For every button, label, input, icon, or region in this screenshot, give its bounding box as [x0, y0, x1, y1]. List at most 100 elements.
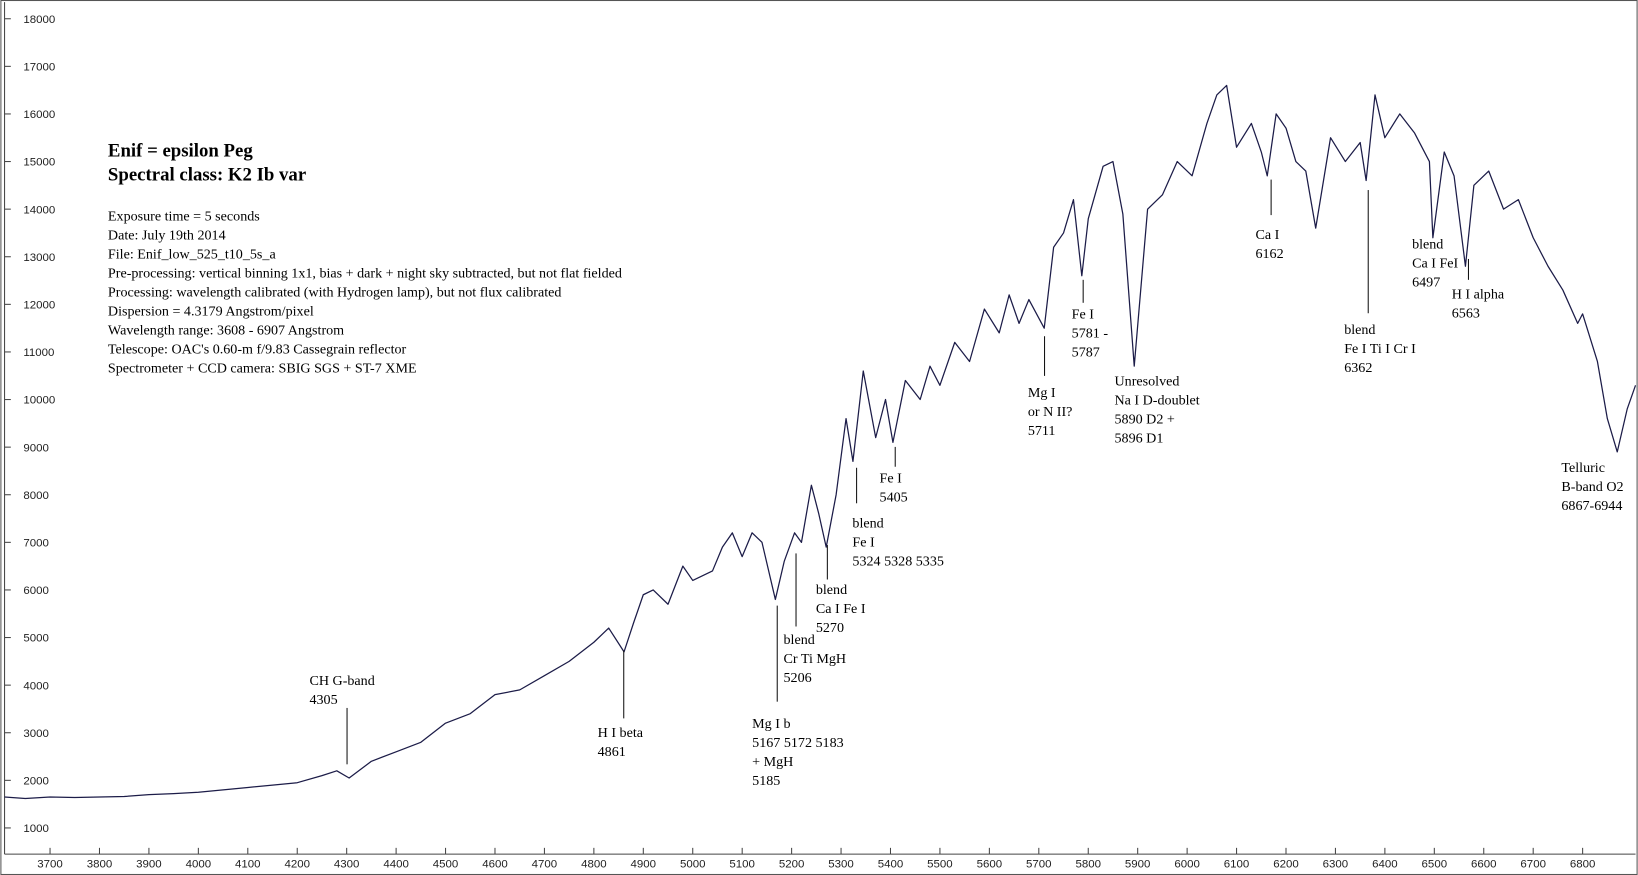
annotation: 5206	[783, 670, 811, 686]
y-tick-label: 4000	[23, 680, 49, 692]
note: Pre-processing: vertical binning 1x1, bi…	[108, 265, 622, 281]
annotation: blend	[816, 582, 847, 598]
annotation: 5787	[1072, 344, 1100, 360]
annotation: Ca I FeI	[1412, 256, 1458, 272]
annotation: 5781 -	[1072, 325, 1109, 341]
annotation: Ca I Fe I	[816, 601, 866, 617]
annotation: or N II?	[1028, 404, 1073, 420]
annotation: 5270	[816, 620, 844, 636]
x-tick-label: 6000	[1174, 859, 1200, 871]
y-tick-label: 16000	[23, 109, 55, 121]
annotation: 5896 D1	[1114, 430, 1163, 446]
x-tick-label: 6100	[1224, 859, 1250, 871]
y-tick-label: 2000	[23, 776, 49, 788]
annotation: Mg I b	[752, 716, 790, 732]
x-tick-label: 3900	[136, 859, 162, 871]
x-tick-label: 4000	[186, 859, 212, 871]
note: File: Enif_low_525_t10_5s_a	[108, 246, 277, 262]
x-tick-label: 3800	[87, 859, 113, 871]
annotation: 5167 5172 5183	[752, 735, 844, 751]
y-tick-label: 7000	[23, 538, 49, 550]
x-tick-label: 6400	[1372, 859, 1398, 871]
x-tick-label: 4600	[482, 859, 508, 871]
annotation: 4305	[309, 692, 337, 708]
annotation: Fe I	[1072, 306, 1095, 322]
note: Dispersion = 4.3179 Angstrom/pixel	[108, 303, 314, 319]
y-tick-label: 12000	[23, 300, 55, 312]
x-tick-label: 6700	[1520, 859, 1546, 871]
y-tick-label: 5000	[23, 633, 49, 645]
x-tick-label: 5800	[1075, 859, 1101, 871]
annotation: 6497	[1412, 275, 1440, 291]
x-tick-label: 6200	[1273, 859, 1299, 871]
annotation: 6162	[1255, 246, 1283, 262]
annotation: 6867-6944	[1561, 498, 1622, 514]
annotation: Unresolved	[1114, 373, 1179, 389]
spectrum-line	[4, 84, 1637, 800]
annotation: Na I D-doublet	[1114, 392, 1199, 408]
y-tick-label: 1000	[23, 823, 49, 835]
note: Exposure time = 5 seconds	[108, 208, 260, 224]
annotation: 4861	[598, 744, 626, 760]
x-tick-label: 5300	[828, 859, 854, 871]
x-tick-label: 5200	[779, 859, 805, 871]
chart-title: Spectral class: K2 Ib var	[108, 165, 306, 186]
x-tick-label: 4900	[631, 859, 657, 871]
note: Telescope: OAC's 0.60-m f/9.83 Cassegrai…	[108, 341, 407, 357]
annotation: 5185	[752, 773, 780, 789]
annotation: + MgH	[752, 754, 793, 770]
annotation: 5405	[880, 489, 908, 505]
y-tick-label: 13000	[23, 252, 55, 264]
annotation: CH G-band	[309, 673, 374, 689]
annotation: blend	[783, 632, 814, 648]
x-tick-label: 4400	[383, 859, 409, 871]
y-tick-label: 9000	[23, 442, 49, 454]
annotation: blend	[852, 515, 883, 531]
x-tick-label: 6600	[1471, 859, 1497, 871]
y-tick-label: 11000	[23, 347, 54, 359]
y-tick-label: 14000	[23, 204, 55, 216]
x-tick-label: 5500	[927, 859, 953, 871]
x-tick-label: 4500	[433, 859, 459, 871]
x-tick-label: 5700	[1026, 859, 1052, 871]
x-tick-label: 5000	[680, 859, 706, 871]
note: Processing: wavelength calibrated (with …	[108, 284, 562, 300]
note: Spectrometer + CCD camera: SBIG SGS + ST…	[108, 360, 417, 376]
chart-title: Enif = epsilon Peg	[108, 141, 253, 162]
x-tick-label: 4700	[532, 859, 558, 871]
x-tick-label: 6300	[1323, 859, 1349, 871]
x-tick-label: 5600	[977, 859, 1003, 871]
annotation: Telluric	[1561, 460, 1605, 476]
x-tick-label: 5900	[1125, 859, 1151, 871]
annotation: Fe I Ti I Cr I	[1344, 341, 1416, 357]
y-tick-label: 18000	[23, 14, 55, 26]
note: Date: July 19th 2014	[108, 227, 226, 243]
x-tick-label: 6500	[1422, 859, 1448, 871]
annotation: H I alpha	[1452, 287, 1505, 303]
annotation: Fe I	[880, 470, 903, 486]
annotation: 5324 5328 5335	[852, 553, 944, 569]
annotation: B-band O2	[1561, 479, 1623, 495]
annotation: Mg I	[1028, 385, 1056, 401]
annotation: blend	[1412, 237, 1443, 253]
y-tick-label: 3000	[23, 728, 49, 740]
annotation: H I beta	[598, 725, 644, 741]
x-tick-label: 3700	[37, 859, 63, 871]
x-tick-label: 5400	[878, 859, 904, 871]
annotation: 5890 D2 +	[1114, 411, 1174, 427]
x-tick-label: 4100	[235, 859, 261, 871]
annotation: 6362	[1344, 360, 1372, 376]
y-tick-label: 6000	[23, 585, 49, 597]
note: Wavelength range: 3608 - 6907 Angstrom	[108, 322, 344, 338]
x-tick-label: 5100	[729, 859, 755, 871]
x-tick-label: 6800	[1570, 859, 1596, 871]
y-tick-label: 15000	[23, 157, 55, 169]
annotation: 5711	[1028, 423, 1056, 439]
y-tick-label: 10000	[23, 395, 55, 407]
y-tick-label: 8000	[23, 490, 49, 502]
x-tick-label: 4300	[334, 859, 360, 871]
y-tick-label: 17000	[23, 62, 55, 74]
